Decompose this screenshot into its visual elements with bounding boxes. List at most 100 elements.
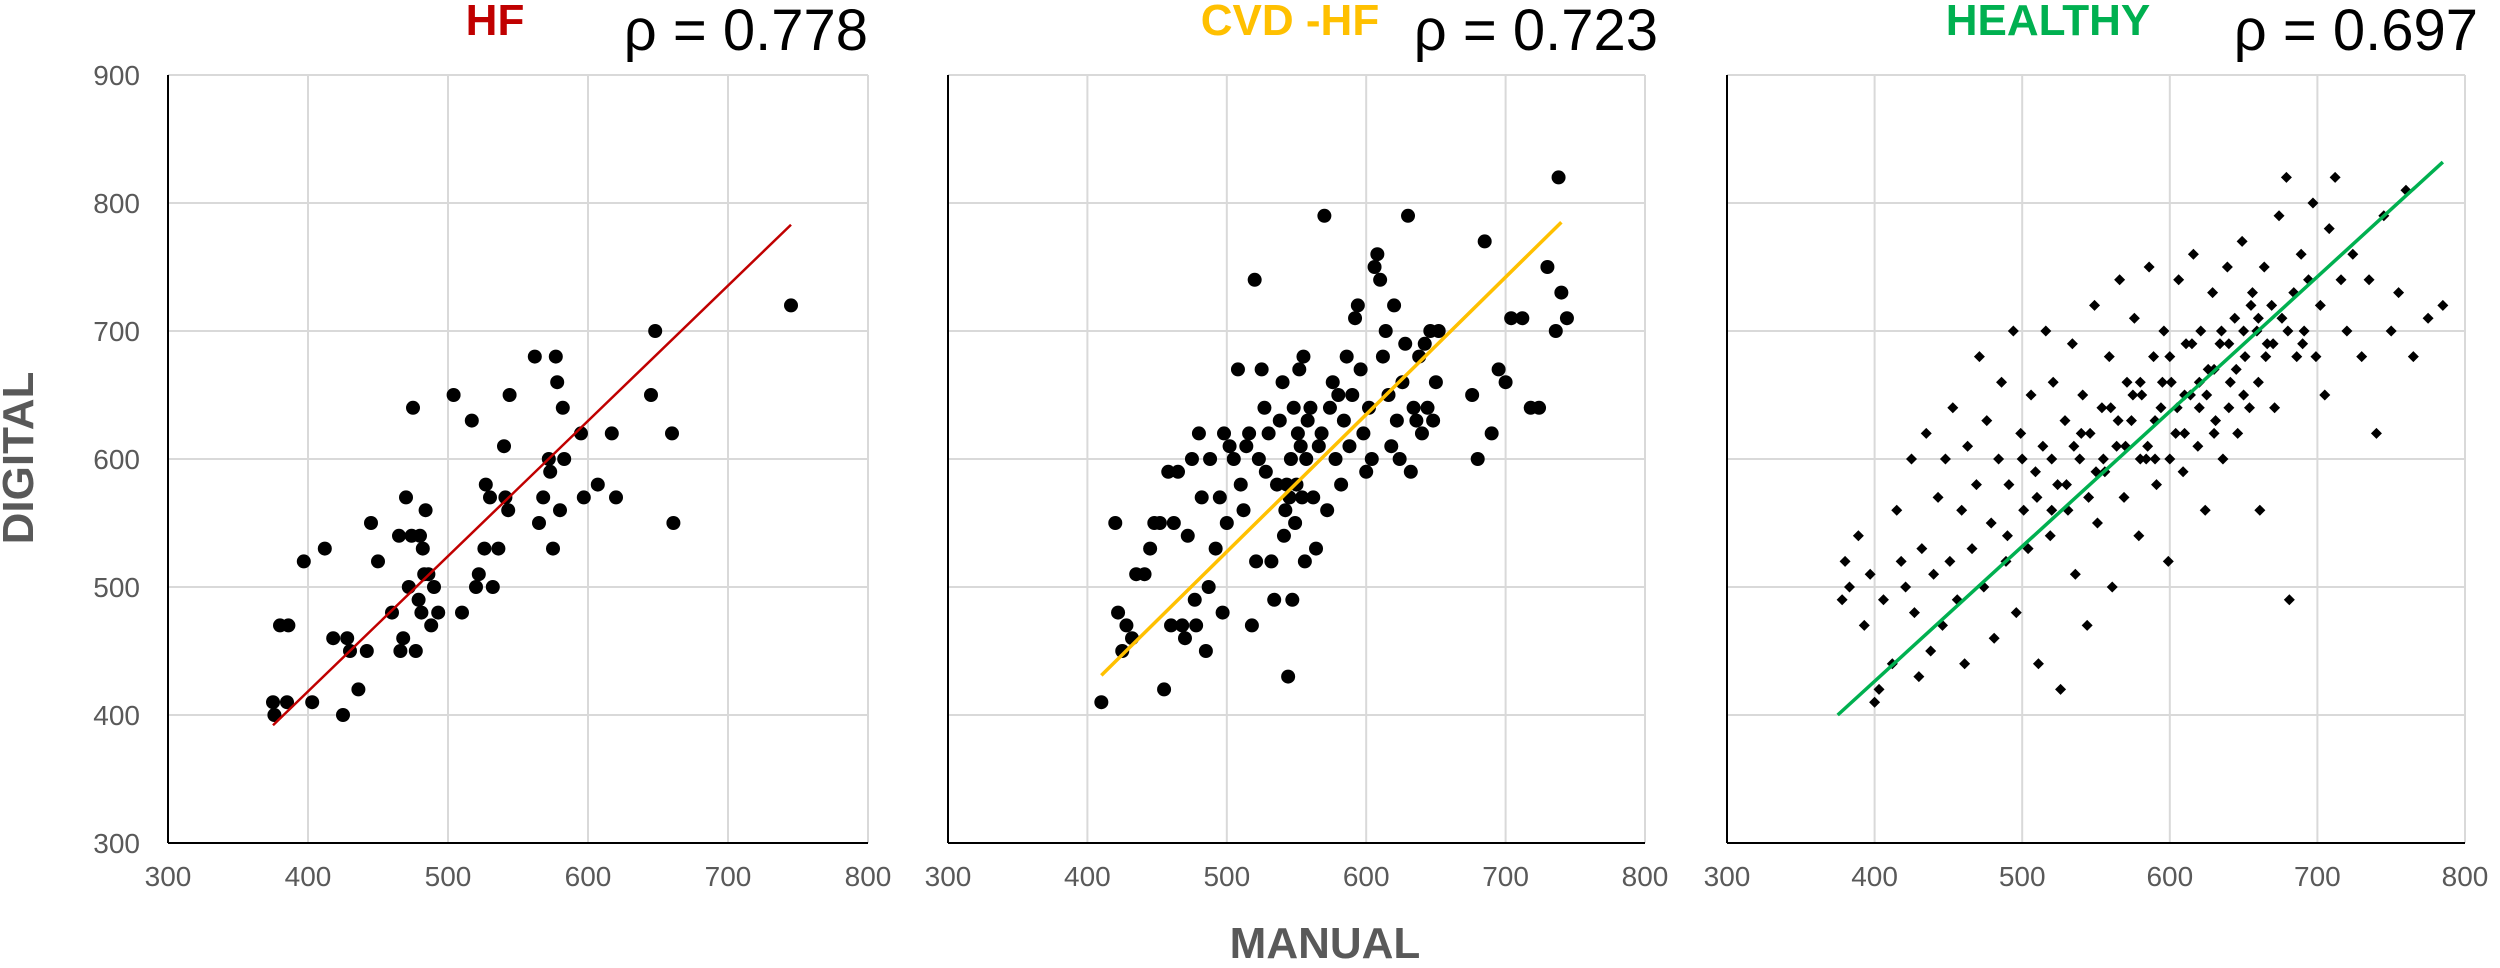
data-point <box>2164 351 2176 363</box>
data-point <box>1920 427 1932 439</box>
data-point <box>1269 477 1284 492</box>
data-point <box>2298 325 2310 337</box>
gridlines <box>1727 74 2466 843</box>
data-points <box>1836 171 2449 708</box>
data-point <box>1226 452 1241 466</box>
data-point <box>1194 490 1209 505</box>
x-tick-label: 500 <box>425 861 472 892</box>
data-point <box>471 567 486 582</box>
data-point <box>2128 312 2140 324</box>
data-point <box>1858 619 1870 631</box>
data-point <box>784 298 798 313</box>
data-point <box>1420 400 1435 415</box>
data-point <box>1361 400 1376 415</box>
data-point <box>1242 426 1257 441</box>
data-point <box>2018 504 2030 516</box>
data-point <box>1375 349 1390 364</box>
data-point <box>2134 376 2146 388</box>
data-point <box>1350 298 1365 313</box>
y-tick-label: 700 <box>93 316 140 347</box>
data-point <box>553 503 567 518</box>
data-point <box>2133 530 2145 542</box>
gridlines <box>168 74 869 843</box>
x-tick-label: 500 <box>1999 861 2046 892</box>
data-point <box>2173 274 2185 286</box>
data-point <box>1504 311 1519 326</box>
data-point <box>1395 375 1410 390</box>
data-point <box>2180 338 2192 350</box>
data-point <box>555 400 570 415</box>
data-point <box>1215 605 1230 620</box>
data-point <box>2199 504 2211 516</box>
data-point <box>1166 516 1181 530</box>
data-point <box>2276 312 2288 324</box>
data-point <box>1283 452 1298 466</box>
data-point <box>2207 287 2219 299</box>
x-tick-label: 800 <box>1622 861 1669 892</box>
data-point <box>1428 375 1443 390</box>
data-point <box>501 503 516 518</box>
data-point <box>1334 477 1349 492</box>
data-point <box>1353 362 1368 377</box>
data-point <box>415 541 430 556</box>
data-point <box>455 605 469 620</box>
data-point <box>2223 338 2235 350</box>
data-point <box>1164 618 1179 633</box>
data-point <box>1286 400 1301 415</box>
data-point <box>2081 619 2093 631</box>
data-point <box>1417 336 1432 351</box>
panel-cvd-hf: CVD -HF ρ = 0.723 300 400 500 600 700 800 <box>925 0 1669 892</box>
data-point <box>1137 567 1152 582</box>
data-point <box>1285 592 1300 607</box>
data-point <box>1869 696 1881 708</box>
data-point <box>1328 452 1343 466</box>
data-point <box>2407 351 2419 363</box>
x-tick-label: 700 <box>1482 861 1529 892</box>
panel-title: HEALTHY <box>1946 0 2151 45</box>
data-point <box>2074 453 2086 465</box>
data-point <box>2283 594 2295 606</box>
data-point <box>280 695 294 710</box>
data-point <box>2091 517 2103 529</box>
data-point <box>2187 248 2199 260</box>
data-point <box>2314 299 2326 311</box>
data-point <box>351 682 366 697</box>
data-point <box>1406 400 1421 415</box>
data-point <box>1300 413 1315 428</box>
data-point <box>1900 581 1912 593</box>
data-point <box>1378 324 1393 338</box>
data-point <box>2422 312 2434 324</box>
data-point <box>2266 299 2278 311</box>
data-point <box>2217 453 2229 465</box>
data-point <box>2297 338 2309 350</box>
data-point <box>1249 554 1264 569</box>
data-point <box>1491 362 1506 377</box>
trendline <box>1100 220 1563 677</box>
data-point <box>2077 389 2089 401</box>
data-point <box>2295 248 2307 260</box>
data-point <box>2089 299 2101 311</box>
data-point <box>2029 466 2041 478</box>
data-point <box>1345 388 1360 402</box>
data-point <box>266 695 280 710</box>
data-point <box>2052 479 2064 491</box>
data-point <box>1359 464 1374 479</box>
data-point <box>2232 427 2244 439</box>
data-point <box>364 516 378 530</box>
data-point <box>1981 415 1993 427</box>
data-point <box>1257 400 1272 415</box>
data-point <box>1873 683 1885 695</box>
data-point <box>1115 644 1130 658</box>
data-point <box>281 618 296 633</box>
data-point <box>1161 464 1176 479</box>
data-point <box>1431 324 1446 338</box>
data-point <box>1891 504 1903 516</box>
data-point <box>2106 581 2118 593</box>
data-point <box>1222 439 1237 454</box>
data-point <box>305 695 320 710</box>
data-point <box>1403 464 1418 479</box>
data-point <box>1532 400 1547 415</box>
data-point <box>557 452 572 466</box>
data-point <box>2148 351 2160 363</box>
data-point <box>411 592 426 607</box>
